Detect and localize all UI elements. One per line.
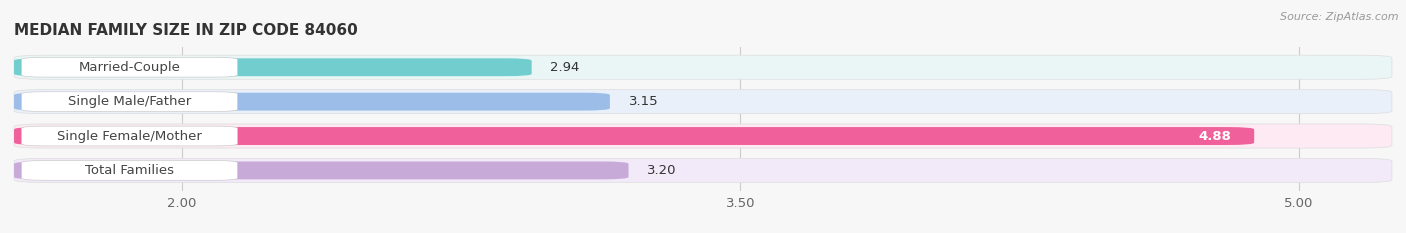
FancyBboxPatch shape: [14, 90, 1392, 114]
FancyBboxPatch shape: [14, 158, 1392, 182]
FancyBboxPatch shape: [14, 124, 1392, 148]
Text: 4.88: 4.88: [1199, 130, 1232, 143]
Text: 3.15: 3.15: [628, 95, 658, 108]
FancyBboxPatch shape: [14, 55, 1392, 79]
FancyBboxPatch shape: [21, 57, 238, 77]
Text: Married-Couple: Married-Couple: [79, 61, 180, 74]
FancyBboxPatch shape: [21, 92, 238, 112]
FancyBboxPatch shape: [14, 127, 1254, 145]
FancyBboxPatch shape: [21, 126, 238, 146]
FancyBboxPatch shape: [21, 161, 238, 180]
FancyBboxPatch shape: [14, 58, 531, 76]
Text: MEDIAN FAMILY SIZE IN ZIP CODE 84060: MEDIAN FAMILY SIZE IN ZIP CODE 84060: [14, 24, 357, 38]
FancyBboxPatch shape: [14, 93, 610, 111]
Text: 2.94: 2.94: [550, 61, 579, 74]
Text: Single Male/Father: Single Male/Father: [67, 95, 191, 108]
Text: 3.20: 3.20: [647, 164, 676, 177]
Text: Total Families: Total Families: [84, 164, 174, 177]
Text: Source: ZipAtlas.com: Source: ZipAtlas.com: [1281, 12, 1399, 22]
Text: Single Female/Mother: Single Female/Mother: [58, 130, 202, 143]
FancyBboxPatch shape: [14, 161, 628, 179]
